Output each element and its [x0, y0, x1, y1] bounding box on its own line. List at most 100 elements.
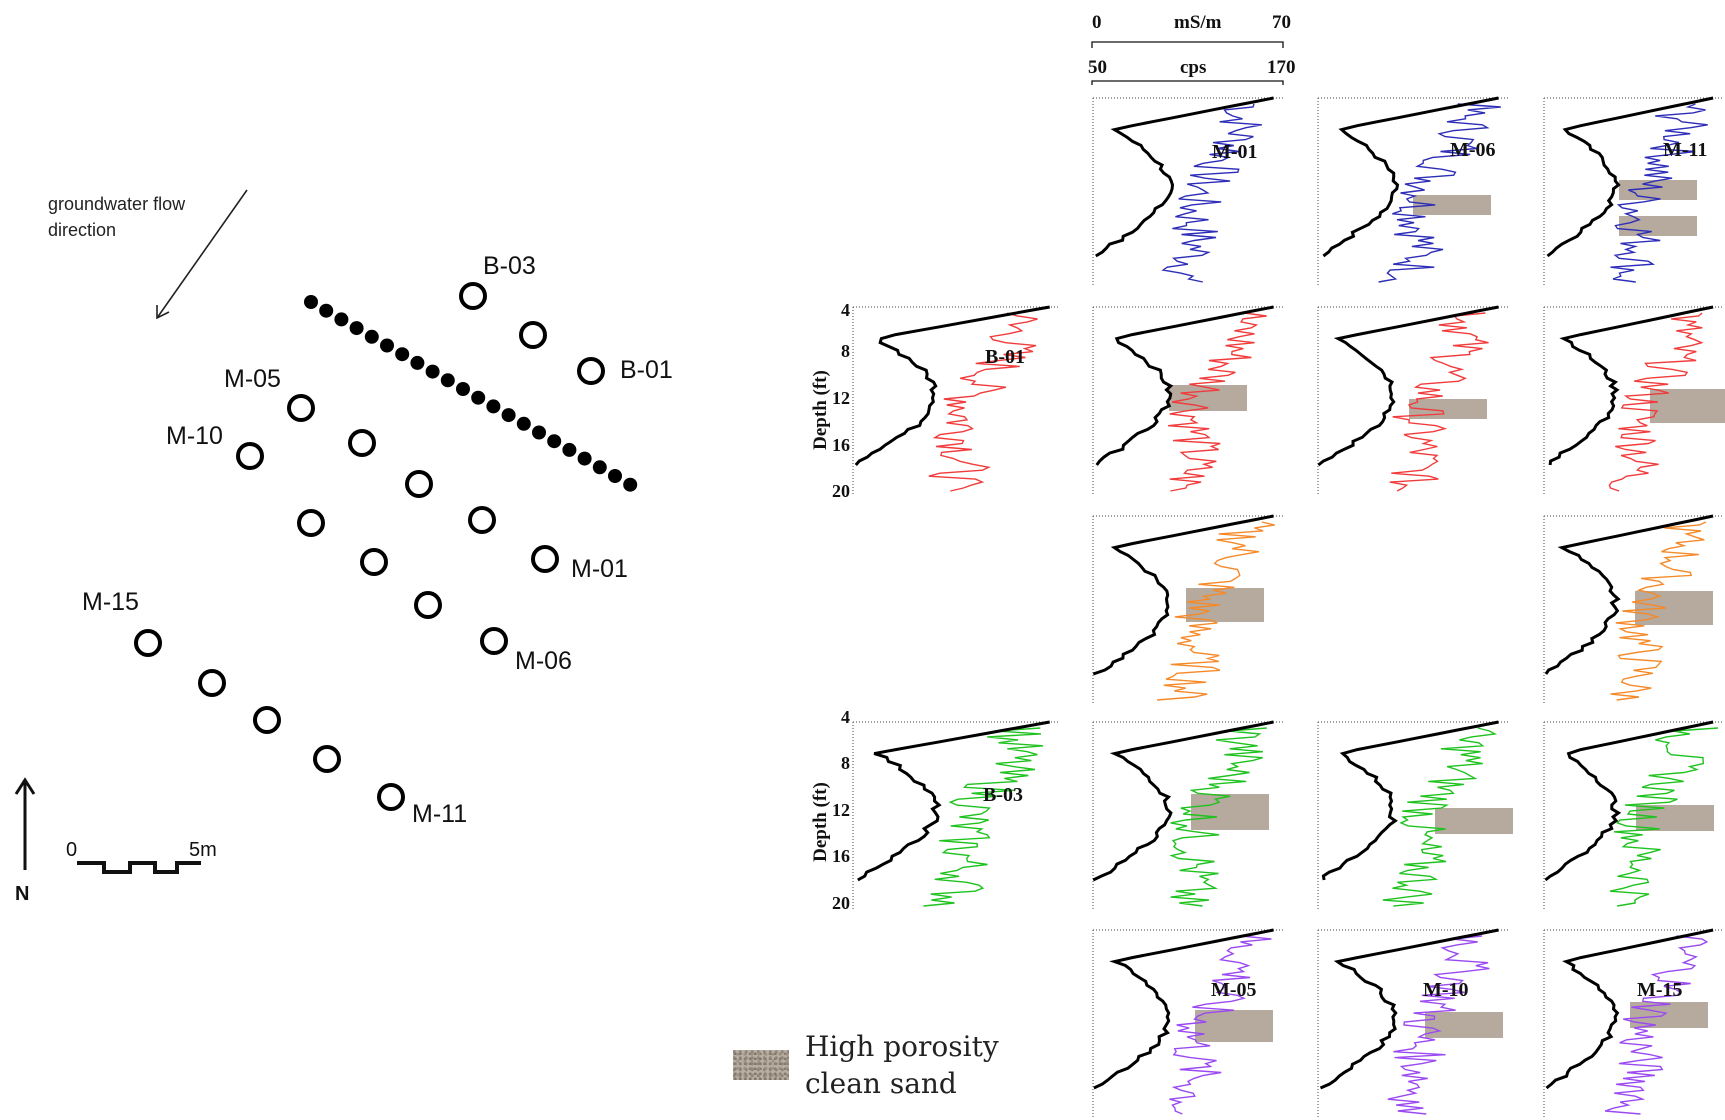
gamma-log-curve [928, 312, 1038, 492]
gamma-log-curve [923, 727, 1044, 907]
panel-label-m01: M-01 [1212, 141, 1258, 163]
legend-text: High porosity clean sand [805, 1028, 1005, 1102]
gamma-axis-min: 50 [1088, 57, 1107, 78]
gamma-log-curve [1389, 312, 1489, 492]
log-panel [1317, 305, 1508, 495]
gamma-axis-max: 170 [1267, 57, 1296, 78]
monitoring-wells [134, 282, 605, 811]
sand-interval [1409, 399, 1487, 419]
barrier-dot [608, 469, 622, 483]
barrier-dot [425, 364, 440, 379]
gamma-log-curve [1387, 935, 1490, 1115]
barrier-dot [623, 477, 638, 492]
log-axes-header: 0 mS/m 70 50 cps 170 [1088, 12, 1296, 85]
sand-interval [1619, 216, 1697, 236]
conductivity-log-curve [1319, 928, 1499, 1090]
gamma-log-curve [1169, 935, 1272, 1115]
depth-tick: 8 [841, 753, 850, 773]
barrier-dot [456, 382, 470, 396]
sand-interval [1435, 808, 1513, 834]
conductivity-log-curve [854, 305, 1050, 466]
sand-interval [1413, 195, 1491, 215]
panel-label-m11: M-11 [1663, 139, 1707, 161]
log-panel [1543, 305, 1725, 495]
depth-tick: 12 [832, 388, 850, 408]
north-label: N [15, 883, 29, 905]
legend-line1: High porosity [805, 1030, 999, 1063]
log-panel [1543, 514, 1722, 704]
well-marker [360, 548, 388, 576]
well-label-m15: M-15 [82, 588, 139, 616]
legend: High porosity clean sand [733, 1028, 1005, 1102]
barrier-dot [304, 295, 318, 309]
sand-interval [1619, 180, 1697, 200]
depth-tick: 4 [841, 707, 850, 727]
well-label-m10: M-10 [166, 422, 223, 450]
well-marker [287, 394, 315, 422]
barrier-dot [471, 390, 486, 405]
well-marker [459, 282, 487, 310]
well-marker [577, 357, 605, 385]
depth-axis-label-b01: Depth (ft) [810, 370, 831, 450]
conductivity-log-curve [1093, 928, 1274, 1090]
log-panel [1092, 96, 1283, 286]
well-label-b01: B-01 [620, 356, 673, 384]
site-map: groundwater flow direction B-03 B-01 M-0… [14, 189, 673, 905]
log-panel [1543, 96, 1722, 286]
barrier-dot [516, 416, 531, 431]
gamma-log-curve [1157, 521, 1275, 701]
gamma-axis-unit: cps [1180, 57, 1206, 78]
panel-label-m06: M-06 [1450, 139, 1496, 161]
barrier-dot [440, 373, 455, 388]
gamma-log-curve [1610, 103, 1708, 283]
cond-axis-min: 0 [1092, 12, 1102, 33]
log-panel [1092, 514, 1283, 704]
barrier-dot [532, 425, 546, 440]
conductivity-log-curve [1095, 305, 1274, 466]
well-marker [377, 783, 405, 811]
well-marker [236, 442, 264, 470]
barrier-dot [395, 347, 410, 362]
depth-axis-b01: Depth (ft) 4 8 12 16 20 [810, 300, 850, 501]
flow-label-line2: direction [48, 220, 116, 240]
depth-axis-label-b03: Depth (ft) [810, 782, 831, 862]
barrier-dot [380, 338, 394, 353]
barrier-dot [592, 460, 607, 475]
well-marker [134, 629, 162, 657]
log-panel [1317, 928, 1508, 1118]
well-marker [313, 745, 341, 773]
barrier-dot [334, 312, 349, 327]
well-marker [348, 429, 376, 457]
gamma-log-curve [1378, 103, 1501, 283]
well-marker [468, 506, 496, 534]
log-panel [1317, 720, 1513, 910]
depth-tick: 16 [832, 846, 850, 866]
log-panels [852, 96, 1725, 1118]
legend-line2: clean sand [805, 1067, 957, 1100]
barrier-dot [319, 303, 334, 318]
panel-label-b01: B-01 [985, 346, 1025, 368]
conductivity-log-curve [1544, 514, 1714, 675]
depth-tick: 4 [841, 300, 850, 320]
sand-interval [1195, 1010, 1273, 1042]
barrier-dot [501, 408, 516, 423]
panel-label-m15: M-15 [1637, 979, 1683, 1001]
flow-label-line1: groundwater flow [48, 194, 186, 214]
conductivity-log-curve [1092, 720, 1274, 882]
barrier-dot [410, 355, 425, 370]
panel-label-m10: M-10 [1423, 979, 1469, 1001]
conductivity-log-curve [857, 720, 1050, 882]
conductivity-log-curve [1545, 928, 1714, 1090]
depth-tick: 20 [832, 893, 850, 913]
conductivity-log-curve [1321, 720, 1499, 881]
barrier-dot [577, 451, 592, 466]
gamma-log-curve [1604, 935, 1709, 1115]
log-panel [852, 720, 1060, 910]
scale-start: 0 [66, 839, 77, 861]
depth-axis-b03: Depth (ft) 4 8 12 16 20 [810, 707, 850, 913]
log-panel [1092, 720, 1283, 910]
conductivity-log-curve [1548, 305, 1714, 466]
cond-axis-max: 70 [1272, 12, 1291, 33]
barrier-dots [304, 295, 638, 492]
